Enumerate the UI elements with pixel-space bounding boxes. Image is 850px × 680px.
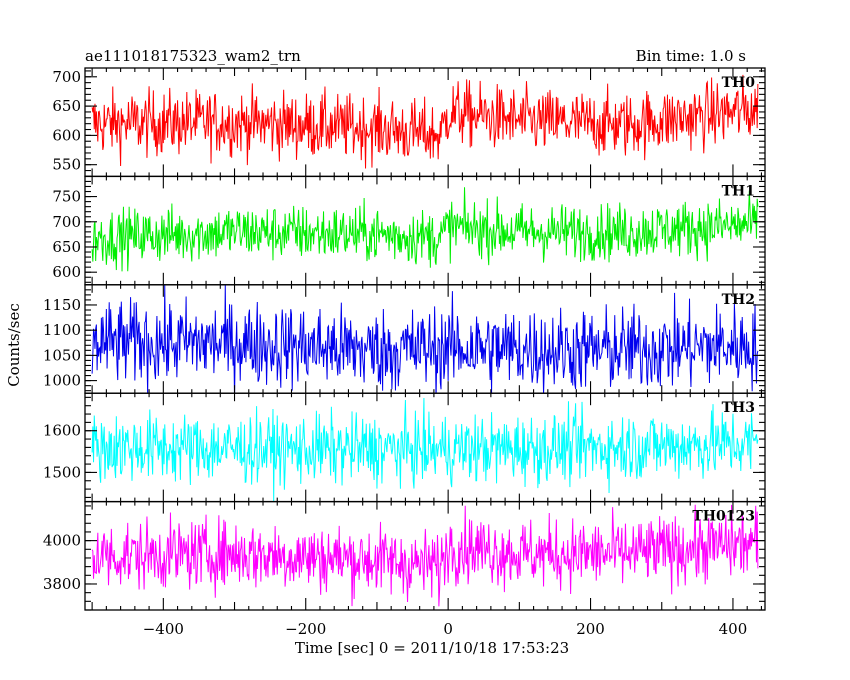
panel-th0123: 3800 4000 TH0123 <box>43 500 766 611</box>
panels-group: 550 600 650 700 TH0 600 650 700 750 TH1 1000 1050 11… <box>43 67 766 638</box>
series-line-th0 <box>91 74 759 169</box>
x-tick-label: −200 <box>285 620 326 638</box>
y-tick-label: 700 <box>52 213 81 231</box>
y-tick-label: 750 <box>52 188 81 206</box>
panel-label: TH0123 <box>692 509 755 525</box>
y-tick-label: 700 <box>52 68 81 86</box>
x-tick-label: 0 <box>443 620 453 638</box>
y-tick-label: 1150 <box>43 296 81 314</box>
y-tick-label: 1100 <box>43 321 81 339</box>
y-tick-label: 1500 <box>43 463 81 481</box>
x-tick-label: 400 <box>719 620 748 638</box>
panel-label: TH1 <box>722 183 755 199</box>
y-tick-label: 4000 <box>43 532 81 550</box>
series-line-th0123 <box>91 504 759 607</box>
panel-th3: 1500 1600 TH3 <box>43 392 766 503</box>
panel-th1: 600 650 700 750 TH1 <box>52 175 766 286</box>
x-tick-label: −400 <box>143 620 184 638</box>
y-tick-label: 1000 <box>43 372 81 390</box>
panel-label: TH2 <box>722 292 755 308</box>
panel-th2: 1000 1050 1100 1150 TH2 <box>43 284 766 394</box>
y-tick-label: 1050 <box>43 346 81 364</box>
panel-label: TH3 <box>722 400 755 416</box>
x-axis-label: Time [sec] 0 = 2011/10/18 17:53:23 <box>295 639 569 657</box>
series-line-th2 <box>91 284 759 394</box>
chart-title: ae111018175323_wam2_trn <box>85 47 301 65</box>
series-line-th1 <box>91 187 759 272</box>
y-tick-label: 600 <box>52 263 81 281</box>
panel-label: TH0 <box>722 75 756 91</box>
y-tick-label: 600 <box>52 126 81 144</box>
panel-frame <box>84 500 766 611</box>
panel-th0: 550 600 650 700 TH0 <box>52 67 766 178</box>
y-tick-label: 550 <box>52 156 81 174</box>
y-tick-label: 650 <box>52 97 81 115</box>
y-tick-label: 1600 <box>43 422 81 440</box>
y-tick-label: 650 <box>52 238 81 256</box>
y-tick-label: 3800 <box>43 575 81 593</box>
bin-time-label: Bin time: 1.0 s <box>636 47 746 65</box>
series-line-th3 <box>91 398 759 502</box>
x-tick-label: 200 <box>576 620 605 638</box>
y-axis-label: Counts/sec <box>5 303 23 387</box>
